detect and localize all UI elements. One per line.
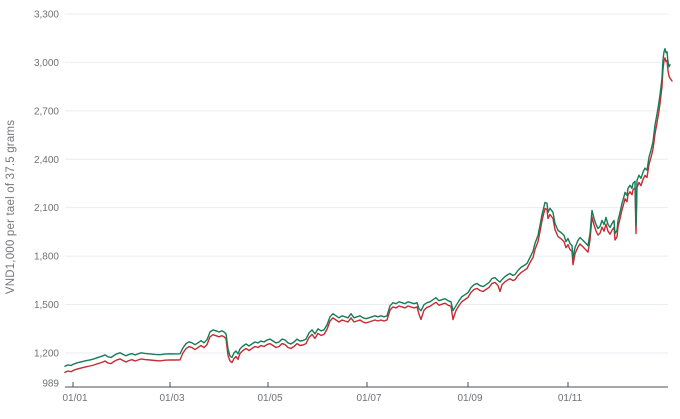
y-tick-label: 1,200 [34,348,59,359]
y-tick-label: 1,500 [34,300,59,311]
y-tick-label: 2,700 [34,106,59,117]
y-axis-label: VND1,000 per tael of 37.5 grams [5,119,17,295]
y-tick-label: 2,100 [34,203,59,214]
x-tick-label: 01/03 [159,393,184,404]
x-tick-label: 01/05 [257,393,282,404]
x-tick-label: 01/01 [62,393,87,404]
y-tick-label: 3,300 [34,10,59,21]
x-tick-label: 01/11 [558,393,583,404]
y-tick-label: 2,400 [34,155,59,166]
series-red-line [64,57,673,373]
x-tick-label: 01/07 [356,393,381,404]
y-tick-label: 3,000 [34,58,59,69]
y-tick-label: 989 [42,379,59,390]
y-tick-label: 1,800 [34,252,59,263]
x-tick-label: 01/09 [457,393,482,404]
series-green-line [64,48,671,367]
